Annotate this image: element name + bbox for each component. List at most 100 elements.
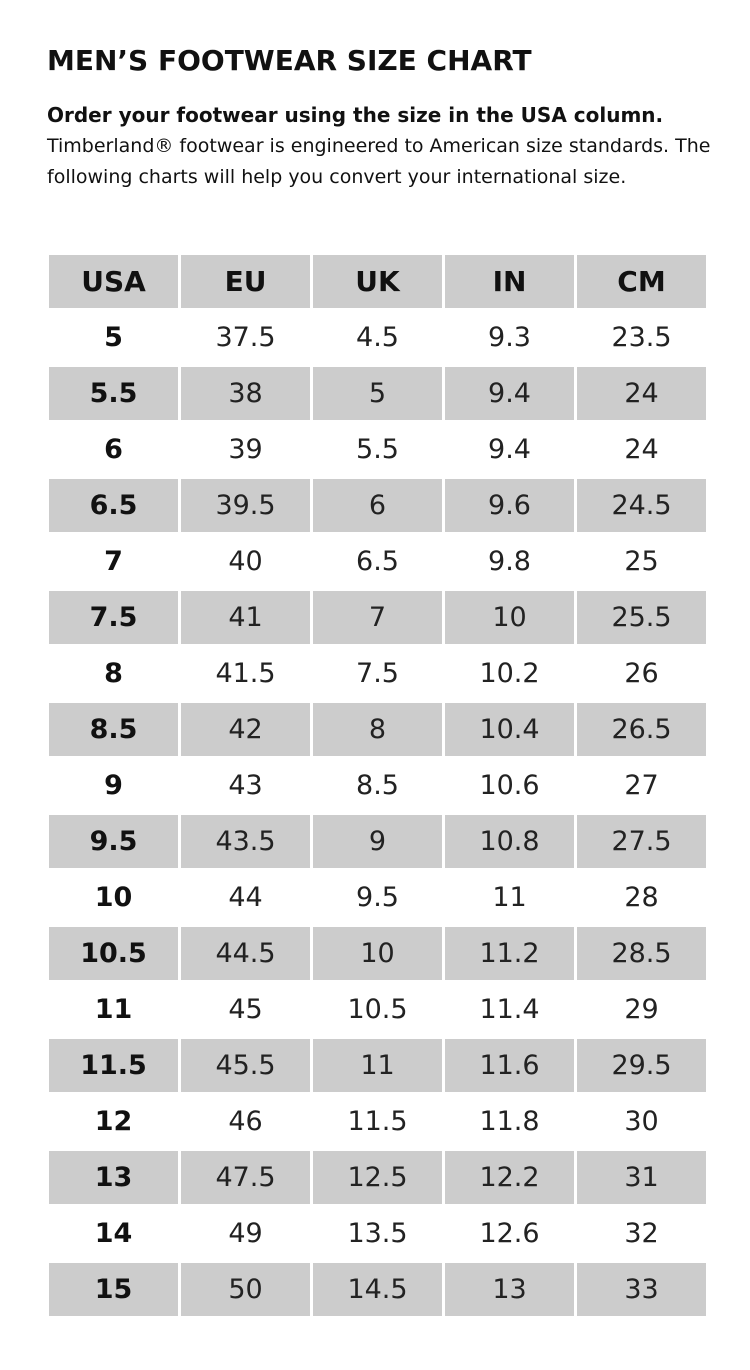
cell-cm: 24 bbox=[577, 367, 706, 420]
table-row: 5 37.5 4.5 9.3 23.5 bbox=[49, 311, 706, 364]
cell-usa: 13 bbox=[49, 1151, 178, 1204]
cell-cm: 24 bbox=[624, 434, 659, 465]
cell-cm: 32 bbox=[624, 1218, 659, 1249]
cell-cm: 33 bbox=[577, 1263, 706, 1316]
cell-uk: 10 bbox=[313, 927, 442, 980]
cell-uk: 6 bbox=[313, 479, 442, 532]
column-header-eu: EU bbox=[181, 255, 310, 308]
size-chart-table: USA EU UK IN CM 5 37.5 4.5 9.3 23.5 5.5 38 5 9.4 24 6 3… bbox=[46, 252, 709, 1319]
cell-usa: 10.5 bbox=[49, 927, 178, 980]
intro-text: Timberland® footwear is engineered to Am… bbox=[47, 135, 711, 188]
cell-cm: 25 bbox=[624, 546, 659, 577]
cell-uk: 11 bbox=[313, 1039, 442, 1092]
table-row: 7 40 6.5 9.8 25 bbox=[49, 535, 706, 588]
cell-eu: 39.5 bbox=[181, 479, 310, 532]
cell-eu: 43.5 bbox=[181, 815, 310, 868]
cell-cm: 29 bbox=[624, 994, 659, 1025]
cell-cm: 27 bbox=[624, 770, 659, 801]
cell-in: 10 bbox=[445, 591, 574, 644]
cell-cm: 26.5 bbox=[577, 703, 706, 756]
cell-uk: 6.5 bbox=[356, 546, 399, 577]
cell-uk: 11.5 bbox=[347, 1106, 408, 1137]
cell-cm: 30 bbox=[624, 1106, 659, 1137]
column-header-usa: USA bbox=[49, 255, 178, 308]
cell-in: 9.3 bbox=[488, 322, 531, 353]
cell-eu: 40 bbox=[228, 546, 263, 577]
cell-uk: 8 bbox=[313, 703, 442, 756]
cell-in: 10.4 bbox=[445, 703, 574, 756]
cell-usa: 10 bbox=[94, 882, 133, 913]
intro: Order your footwear using the size in th… bbox=[47, 100, 727, 193]
cell-uk: 10.5 bbox=[347, 994, 408, 1025]
intro-bold: Order your footwear using the size in th… bbox=[47, 103, 664, 127]
cell-cm: 24.5 bbox=[577, 479, 706, 532]
column-header-uk: UK bbox=[313, 255, 442, 308]
cell-usa: 14 bbox=[94, 1218, 133, 1249]
cell-eu: 45 bbox=[228, 994, 263, 1025]
cell-eu: 38 bbox=[181, 367, 310, 420]
cell-uk: 4.5 bbox=[356, 322, 399, 353]
column-header-in: IN bbox=[445, 255, 574, 308]
cell-in: 11 bbox=[492, 882, 527, 913]
cell-cm: 29.5 bbox=[577, 1039, 706, 1092]
cell-uk: 5 bbox=[313, 367, 442, 420]
cell-usa: 5.5 bbox=[49, 367, 178, 420]
cell-cm: 28.5 bbox=[577, 927, 706, 980]
cell-in: 13 bbox=[445, 1263, 574, 1316]
cell-eu: 47.5 bbox=[181, 1151, 310, 1204]
table-row: 8 41.5 7.5 10.2 26 bbox=[49, 647, 706, 700]
table-row: 5.5 38 5 9.4 24 bbox=[49, 367, 706, 420]
cell-eu: 42 bbox=[181, 703, 310, 756]
cell-uk: 7.5 bbox=[356, 658, 399, 689]
cell-in: 12.6 bbox=[479, 1218, 540, 1249]
cell-in: 11.2 bbox=[445, 927, 574, 980]
cell-cm: 27.5 bbox=[577, 815, 706, 868]
cell-in: 11.4 bbox=[479, 994, 540, 1025]
cell-cm: 23.5 bbox=[611, 322, 672, 353]
cell-usa: 8.5 bbox=[49, 703, 178, 756]
cell-cm: 31 bbox=[577, 1151, 706, 1204]
cell-uk: 8.5 bbox=[356, 770, 399, 801]
cell-usa: 7 bbox=[104, 546, 123, 577]
cell-usa: 7.5 bbox=[49, 591, 178, 644]
cell-uk: 13.5 bbox=[347, 1218, 408, 1249]
table-row: 6 39 5.5 9.4 24 bbox=[49, 423, 706, 476]
cell-in: 10.6 bbox=[479, 770, 540, 801]
cell-usa: 9.5 bbox=[49, 815, 178, 868]
cell-eu: 49 bbox=[228, 1218, 263, 1249]
cell-usa: 11.5 bbox=[49, 1039, 178, 1092]
cell-usa: 12 bbox=[94, 1106, 133, 1137]
cell-eu: 39 bbox=[228, 434, 263, 465]
cell-eu: 46 bbox=[228, 1106, 263, 1137]
cell-cm: 25.5 bbox=[577, 591, 706, 644]
cell-eu: 41.5 bbox=[215, 658, 276, 689]
cell-in: 12.2 bbox=[445, 1151, 574, 1204]
cell-uk: 14.5 bbox=[313, 1263, 442, 1316]
table-row: 11 45 10.5 11.4 29 bbox=[49, 983, 706, 1036]
table-row: 6.5 39.5 6 9.6 24.5 bbox=[49, 479, 706, 532]
table-row: 10.5 44.5 10 11.2 28.5 bbox=[49, 927, 706, 980]
cell-uk: 5.5 bbox=[356, 434, 399, 465]
cell-in: 9.6 bbox=[445, 479, 574, 532]
table-row: 10 44 9.5 11 28 bbox=[49, 871, 706, 924]
table-row: 14 49 13.5 12.6 32 bbox=[49, 1207, 706, 1260]
cell-in: 9.8 bbox=[488, 546, 531, 577]
table-row: 13 47.5 12.5 12.2 31 bbox=[49, 1151, 706, 1204]
cell-cm: 28 bbox=[624, 882, 659, 913]
table-row: 7.5 41 7 10 25.5 bbox=[49, 591, 706, 644]
cell-uk: 12.5 bbox=[313, 1151, 442, 1204]
table-row: 11.5 45.5 11 11.6 29.5 bbox=[49, 1039, 706, 1092]
cell-usa: 6 bbox=[104, 434, 123, 465]
cell-uk: 7 bbox=[313, 591, 442, 644]
table-row: 12 46 11.5 11.8 30 bbox=[49, 1095, 706, 1148]
cell-uk: 9 bbox=[313, 815, 442, 868]
header-row: USA EU UK IN CM bbox=[49, 255, 706, 308]
cell-in: 9.4 bbox=[488, 434, 531, 465]
cell-usa: 8 bbox=[104, 658, 123, 689]
cell-eu: 50 bbox=[181, 1263, 310, 1316]
cell-usa: 15 bbox=[49, 1263, 178, 1316]
cell-usa: 9 bbox=[104, 770, 123, 801]
cell-usa: 5 bbox=[104, 322, 123, 353]
cell-eu: 44 bbox=[228, 882, 263, 913]
cell-usa: 11 bbox=[94, 994, 133, 1025]
